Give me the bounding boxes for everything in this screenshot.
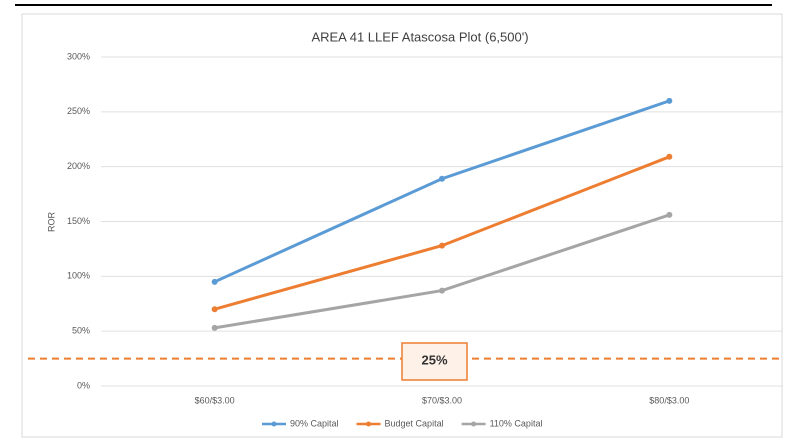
legend-marker [366, 421, 372, 427]
point [666, 211, 673, 218]
x-tick-label: $70/$3.00 [422, 395, 462, 405]
x-tick-label: $80/$3.00 [649, 395, 689, 405]
legend-label: Budget Capital [385, 418, 444, 428]
point [439, 287, 445, 294]
legend-label: 110% Capital [490, 418, 543, 428]
legend-label: 90% Capital [290, 418, 339, 428]
series-line [214, 99, 670, 284]
chart-border [21, 13, 783, 438]
y-tick-label: 100% [67, 271, 90, 281]
point [666, 97, 673, 104]
annotation-box [401, 342, 468, 381]
series-line [214, 213, 670, 330]
point [439, 175, 445, 182]
x-tick-label: $60/$3.00 [195, 395, 235, 405]
y-tick-label: 200% [67, 161, 90, 171]
legend-marker [471, 421, 477, 427]
y-tick-label: 300% [67, 51, 90, 61]
y-tick-label: 50% [72, 326, 90, 336]
y-axis-label: ROR [46, 212, 56, 233]
point [211, 278, 218, 285]
legend-marker [271, 421, 277, 427]
y-tick-label: 150% [67, 216, 90, 226]
annotation-label: 25% [421, 352, 447, 367]
y-tick-label: 0% [77, 380, 90, 390]
chart-title: AREA 41 LLEF Atascosa Plot (6,500') [311, 29, 528, 44]
y-tick-label: 250% [67, 106, 90, 116]
point [439, 242, 445, 249]
point [211, 324, 218, 331]
point [666, 153, 673, 160]
point [211, 306, 218, 313]
